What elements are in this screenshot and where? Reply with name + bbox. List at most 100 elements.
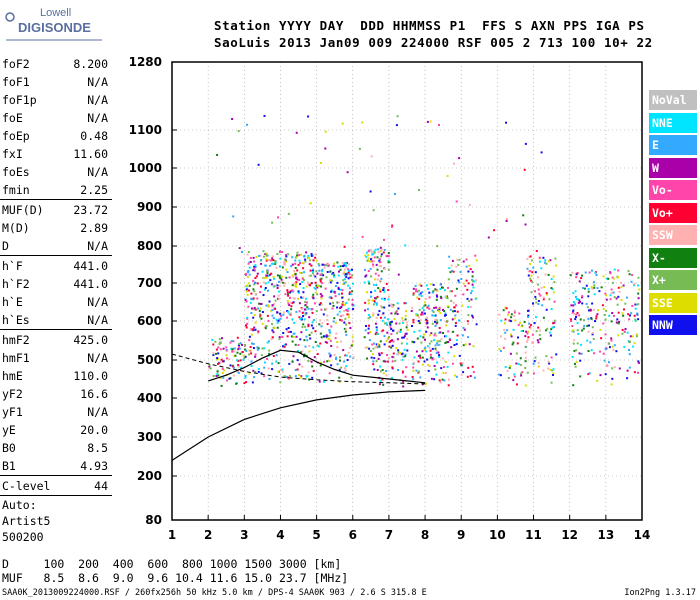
echo-dot — [465, 265, 468, 268]
echo-dot — [328, 330, 331, 333]
echo-dot — [325, 334, 328, 337]
echo-dot — [378, 261, 381, 264]
echo-dot — [372, 260, 375, 263]
echo-dot — [285, 255, 288, 258]
echo-dot — [249, 256, 252, 259]
echo-dot — [394, 359, 397, 362]
echo-dot — [366, 357, 368, 360]
echo-dot — [379, 379, 382, 382]
echo-dot — [397, 353, 399, 355]
echo-dot — [268, 352, 271, 355]
echo-dot — [370, 258, 372, 261]
echo-dot — [307, 254, 310, 257]
echo-dot — [421, 291, 424, 294]
echo-dot — [618, 320, 620, 323]
echo-dot — [279, 277, 282, 280]
echo-dot — [291, 340, 294, 343]
echo-dot — [209, 367, 212, 370]
echo-dot — [254, 321, 257, 324]
echo-dot — [391, 225, 393, 228]
echo-dot — [588, 309, 590, 312]
echo-dot — [263, 375, 266, 378]
y-tick-label: 300 — [137, 430, 162, 444]
echo-dot — [246, 322, 249, 325]
echo-dot — [571, 311, 574, 314]
echo-dot — [545, 329, 548, 332]
echo-dot — [454, 324, 457, 327]
echo-dot — [343, 370, 346, 373]
echo-dot — [345, 302, 348, 304]
echo-dot — [326, 314, 329, 317]
echo-dot — [458, 319, 461, 322]
echo-dot — [602, 275, 605, 278]
param-value: N/A — [87, 165, 108, 179]
echo-dot — [223, 369, 226, 372]
echo-dot — [344, 262, 347, 265]
echo-dot — [364, 268, 366, 271]
echo-dot — [351, 268, 353, 271]
echo-dot — [286, 291, 289, 294]
echo-dot — [342, 279, 345, 282]
echo-dot — [428, 365, 431, 368]
echo-dot — [302, 279, 305, 281]
echo-dot — [239, 352, 242, 355]
param-name: foF2 — [2, 57, 30, 71]
echo-dot — [259, 314, 262, 317]
echo-dot — [513, 314, 516, 317]
echo-dot — [611, 377, 614, 380]
echo-dot — [433, 378, 436, 381]
echo-dot — [260, 372, 263, 375]
echo-dot — [296, 269, 299, 272]
echo-dot — [270, 283, 273, 286]
echo-dot — [336, 346, 339, 349]
echo-dot — [504, 306, 507, 309]
echo-dot — [604, 373, 607, 376]
echo-dot — [269, 259, 272, 262]
echo-dot — [396, 332, 399, 335]
echo-dot — [279, 250, 282, 253]
echo-dot — [574, 295, 577, 298]
echo-dot — [320, 285, 322, 288]
echo-dot — [628, 349, 630, 351]
echo-dot — [266, 314, 269, 317]
echo-dot — [244, 344, 246, 346]
echo-dot — [338, 310, 341, 313]
echo-dot — [526, 338, 529, 341]
echo-dot — [258, 302, 261, 305]
echo-dot — [470, 298, 473, 301]
echo-dot — [462, 371, 465, 374]
echo-dot — [295, 285, 297, 288]
echo-dot — [444, 342, 447, 344]
y-tick-label: 700 — [137, 276, 162, 290]
echo-dot — [320, 277, 323, 280]
echo-dot — [571, 325, 574, 327]
echo-dot — [248, 266, 251, 269]
echo-dot — [435, 294, 438, 297]
echo-dot — [323, 380, 326, 383]
echo-dot — [230, 347, 233, 350]
echo-dot — [247, 282, 250, 285]
echo-dot — [388, 304, 391, 307]
echo-dot — [265, 259, 268, 262]
echo-dot — [450, 264, 453, 267]
x-tick-label: 9 — [457, 528, 465, 542]
echo-dot — [391, 339, 394, 342]
echo-dot — [370, 356, 373, 359]
echo-dot — [248, 353, 250, 356]
echo-dot — [392, 304, 395, 307]
echo-dot — [629, 314, 631, 317]
echo-dot — [222, 360, 225, 363]
echo-dot — [473, 280, 476, 283]
echo-dot — [525, 346, 528, 348]
echo-dot — [267, 281, 270, 284]
echo-dot — [266, 270, 268, 272]
echo-dot — [532, 266, 535, 269]
echo-dot — [283, 375, 286, 378]
echo-dot — [285, 259, 287, 262]
param-row: hmE 110.0 — [0, 367, 112, 385]
echo-dot — [248, 261, 251, 264]
echo-dot — [253, 266, 256, 269]
echo-dot — [576, 272, 579, 275]
echo-dot — [218, 361, 221, 364]
grid-lines — [171, 61, 643, 521]
